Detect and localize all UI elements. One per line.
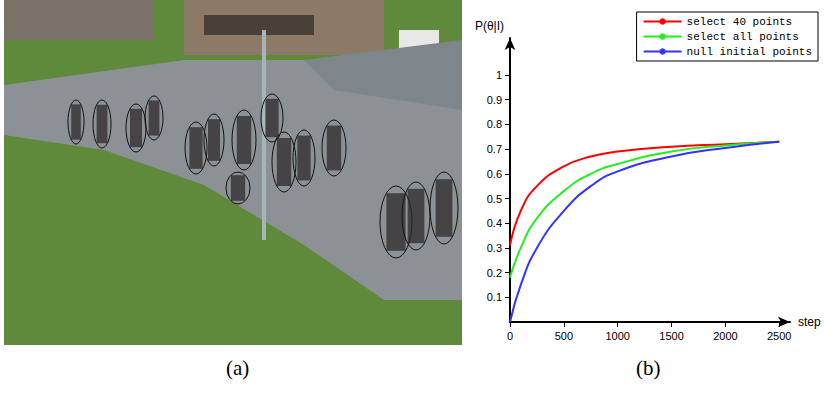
svg-text:1000: 1000 (605, 330, 629, 342)
svg-text:0.2: 0.2 (487, 267, 502, 279)
svg-text:0.1: 0.1 (487, 291, 502, 303)
svg-text:1: 1 (496, 69, 502, 81)
svg-text:P(θ|I): P(θ|I) (475, 19, 504, 33)
html-text:(a): (a) (226, 356, 250, 380)
svg-text:2500: 2500 (767, 330, 791, 342)
svg-text:0.7: 0.7 (487, 143, 502, 155)
html-text:(b): (b) (636, 356, 661, 380)
svg-text:0.8: 0.8 (487, 118, 502, 130)
svg-text:1500: 1500 (659, 330, 683, 342)
svg-text:0: 0 (507, 330, 513, 342)
svg-text:select all points: select all points (687, 31, 799, 43)
svg-text:2000: 2000 (713, 330, 737, 342)
svg-text:0.4: 0.4 (487, 217, 502, 229)
svg-text:0.5: 0.5 (487, 193, 502, 205)
svg-text:null initial points: null initial points (687, 46, 812, 58)
svg-text:step: step (798, 315, 821, 329)
svg-text:select 40 points: select 40 points (687, 16, 793, 28)
svg-text:0.6: 0.6 (487, 168, 502, 180)
svg-text:500: 500 (555, 330, 573, 342)
svg-text:0.9: 0.9 (487, 94, 502, 106)
svg-text:0.3: 0.3 (487, 242, 502, 254)
